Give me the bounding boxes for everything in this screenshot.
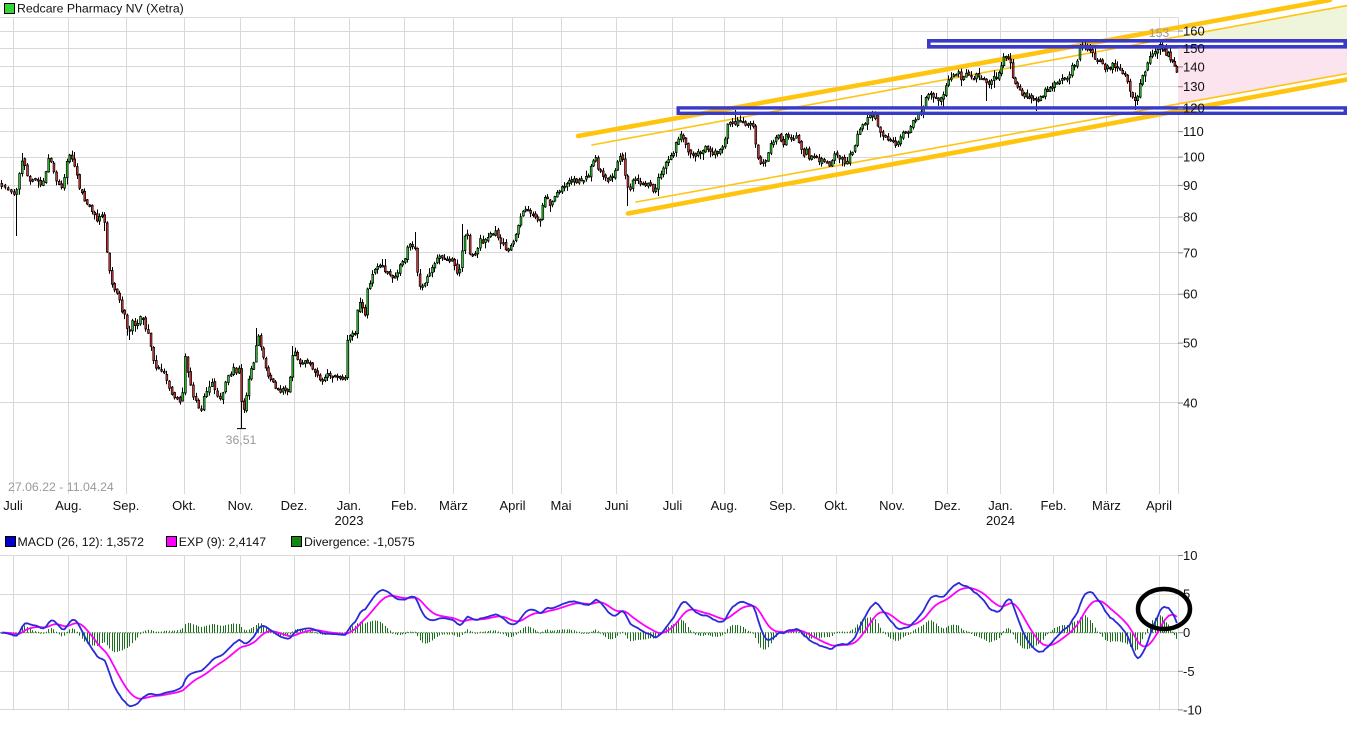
svg-text:Juli: Juli (663, 498, 683, 513)
svg-text:April: April (1146, 498, 1172, 513)
svg-text:110: 110 (1183, 124, 1204, 139)
svg-text:Nov.: Nov. (228, 498, 254, 513)
svg-text:60: 60 (1183, 287, 1197, 302)
svg-text:27.06.22 - 11.04.24: 27.06.22 - 11.04.24 (8, 480, 114, 494)
svg-text:80: 80 (1183, 210, 1197, 225)
svg-text:Aug.: Aug. (55, 498, 82, 513)
svg-text:70: 70 (1183, 245, 1197, 260)
svg-text:Redcare Pharmacy NV (Xetra): Redcare Pharmacy NV (Xetra) (17, 2, 184, 16)
svg-text:100: 100 (1183, 150, 1205, 165)
svg-text:Juni: Juni (605, 498, 629, 513)
svg-text:10: 10 (1183, 548, 1197, 563)
svg-text:Feb.: Feb. (1040, 498, 1066, 513)
svg-text:April: April (499, 498, 525, 513)
svg-text:EXP (9): 2,4147: EXP (9): 2,4147 (179, 535, 266, 549)
svg-text:-5: -5 (1183, 664, 1195, 679)
svg-text:März: März (1092, 498, 1121, 513)
svg-text:Okt.: Okt. (172, 498, 196, 513)
svg-text:150: 150 (1183, 41, 1205, 56)
svg-text:140: 140 (1183, 59, 1205, 74)
svg-text:Feb.: Feb. (391, 498, 417, 513)
svg-text:Dez.: Dez. (934, 498, 961, 513)
svg-text:Divergence: -1,0575: Divergence: -1,0575 (304, 535, 415, 549)
svg-text:90: 90 (1183, 178, 1197, 193)
svg-text:40: 40 (1183, 396, 1197, 411)
svg-text:Dez.: Dez. (281, 498, 308, 513)
svg-text:Mai: Mai (551, 498, 572, 513)
svg-text:-10: -10 (1183, 702, 1202, 717)
svg-text:März: März (439, 498, 468, 513)
svg-text:Jan.: Jan. (988, 498, 1013, 513)
svg-text:Jan.: Jan. (337, 498, 362, 513)
svg-text:Sep.: Sep. (113, 498, 140, 513)
svg-text:MACD (26, 12): 1,3572: MACD (26, 12): 1,3572 (18, 535, 145, 549)
svg-text:Okt.: Okt. (824, 498, 848, 513)
svg-text:Aug.: Aug. (711, 498, 738, 513)
svg-text:5: 5 (1183, 587, 1190, 602)
svg-text:130: 130 (1183, 79, 1205, 94)
svg-text:Sep.: Sep. (769, 498, 796, 513)
svg-text:2023: 2023 (335, 513, 364, 528)
svg-text:120: 120 (1183, 101, 1205, 116)
svg-text:36,51: 36,51 (226, 433, 257, 447)
svg-text:50: 50 (1183, 336, 1197, 351)
svg-text:153: 153 (1149, 26, 1170, 40)
svg-text:2024: 2024 (986, 513, 1015, 528)
svg-text:0: 0 (1183, 625, 1190, 640)
svg-text:Nov.: Nov. (879, 498, 905, 513)
svg-text:Juli: Juli (3, 498, 23, 513)
svg-text:160: 160 (1183, 24, 1205, 39)
